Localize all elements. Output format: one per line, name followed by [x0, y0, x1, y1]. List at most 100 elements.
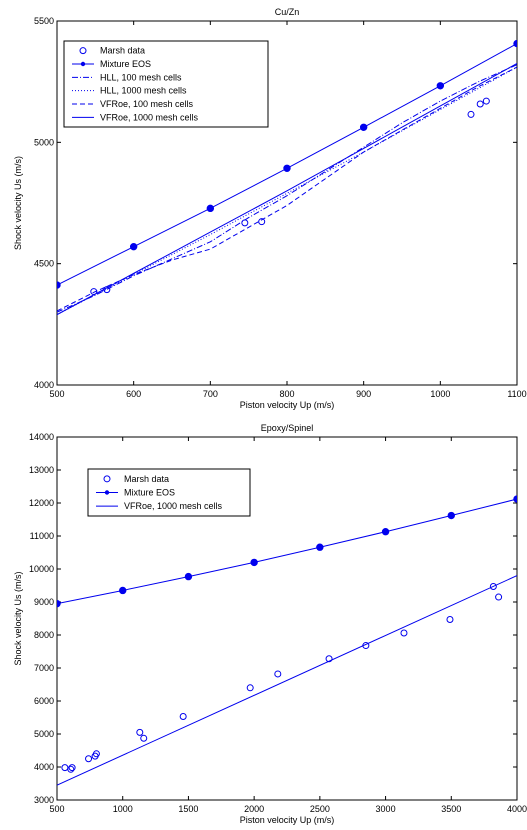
data-point	[206, 204, 215, 213]
y-tick-label: 11000	[30, 531, 54, 541]
series-line	[57, 64, 517, 313]
legend-label: VFRoe, 1000 mesh cells	[100, 112, 199, 122]
plot-area	[57, 495, 517, 786]
legend-item: HLL, 1000 mesh cells	[72, 86, 187, 96]
series-marsh-data	[61, 582, 503, 773]
series-vfroe-1000-mesh-cells	[57, 575, 517, 786]
x-tick-label: 4000	[507, 804, 527, 814]
data-point	[184, 572, 193, 581]
series-vfroe-100-mesh-cells	[57, 66, 517, 312]
data-point	[129, 242, 138, 251]
y-tick-label: 5000	[34, 137, 54, 147]
y-tick-label: 14000	[29, 432, 54, 442]
x-tick-label: 500	[49, 389, 64, 399]
y-tick-label: 4000	[34, 762, 54, 772]
y-tick-label: 10000	[29, 564, 54, 574]
legend-marker	[103, 475, 111, 483]
plot-area	[57, 39, 517, 316]
legend-label: Mixture EOS	[100, 59, 151, 69]
data-point	[68, 764, 76, 772]
legend-item: VFRoe, 100 mesh cells	[72, 99, 194, 109]
data-point	[446, 615, 454, 623]
x-tick-label: 3000	[376, 804, 396, 814]
x-tick-label: 800	[279, 389, 294, 399]
legend-item: Marsh data	[79, 46, 145, 56]
legend: Marsh data Mixture EOS HLL, 100 mesh cells…	[63, 40, 269, 128]
legend-item: VFRoe, 1000 mesh cells	[72, 112, 199, 122]
chart-title: Cu/Zn	[275, 7, 300, 17]
legend-label: HLL, 100 mesh cells	[100, 72, 182, 82]
x-tick-label: 900	[356, 389, 371, 399]
data-point	[489, 582, 497, 590]
legend-marker	[104, 490, 110, 495]
data-point	[92, 750, 100, 758]
y-tick-label: 12000	[29, 498, 54, 508]
data-point	[258, 218, 266, 226]
legend-item: VFRoe, 1000 mesh cells	[96, 501, 223, 511]
data-point	[467, 110, 475, 118]
data-point	[85, 755, 93, 763]
y-tick-label: 3000	[34, 795, 54, 805]
x-axis-label: Piston velocity Up (m/s)	[240, 815, 335, 825]
x-tick-label: 1500	[178, 804, 198, 814]
legend-marker	[80, 61, 86, 67]
data-point	[381, 528, 390, 536]
series-mixture-eos	[57, 39, 517, 289]
series-line	[57, 63, 517, 316]
x-tick-label: 3500	[441, 804, 461, 814]
data-point	[513, 39, 517, 48]
x-tick-label: 700	[203, 389, 218, 399]
data-point	[359, 123, 368, 131]
series-mixture-eos	[57, 495, 517, 608]
data-point	[495, 593, 503, 601]
legend-label: VFRoe, 100 mesh cells	[100, 99, 194, 109]
x-axis-label: Piston velocity Up (m/s)	[240, 400, 335, 410]
legend-item: Marsh data	[103, 474, 169, 484]
x-tick-label: 500	[49, 804, 64, 814]
data-point	[513, 495, 517, 503]
legend-item: Mixture EOS	[96, 488, 175, 498]
x-tick-label: 2500	[310, 804, 330, 814]
chart-2: Epoxy/Spinel 500 1000 1500 2000 2500 3000 3500 4…	[13, 423, 527, 825]
data-point	[246, 684, 254, 692]
y-tick-label: 5500	[34, 16, 54, 26]
x-tick-label: 1000	[113, 804, 133, 814]
legend-item: Mixture EOS	[72, 59, 151, 69]
data-point	[179, 713, 187, 721]
y-tick-label: 4000	[34, 380, 54, 390]
legend-label: VFRoe, 1000 mesh cells	[124, 501, 223, 511]
x-tick-label: 1100	[507, 389, 526, 399]
y-axis-label: Shock velocity Us (m/s)	[13, 571, 23, 665]
legend-item: HLL, 100 mesh cells	[72, 72, 182, 82]
series-marsh-data	[90, 97, 490, 296]
data-point	[400, 629, 408, 637]
legend-label: Marsh data	[124, 474, 169, 484]
series-hll-100-mesh-cells	[57, 64, 517, 313]
y-tick-label: 4500	[34, 259, 54, 269]
data-point	[61, 764, 69, 772]
data-point	[447, 511, 455, 520]
legend-marker	[79, 47, 87, 55]
y-tick-label: 13000	[29, 465, 54, 475]
series-line	[57, 575, 517, 786]
legend-box	[63, 40, 269, 128]
chart-title: Epoxy/Spinel	[261, 423, 314, 433]
legend-label: Marsh data	[100, 46, 145, 56]
data-point	[482, 97, 490, 105]
data-point	[67, 765, 75, 773]
y-axis-label: Shock velocity Us (m/s)	[13, 156, 23, 250]
legend-label: Mixture EOS	[124, 488, 175, 498]
data-point	[283, 164, 291, 172]
data-point	[57, 599, 61, 608]
data-point	[274, 670, 282, 678]
chart-1: Cu/Zn 500 600 700 800 900 1000 1100 4000 4500 5000…	[13, 7, 527, 410]
series-line	[57, 498, 517, 605]
y-tick-label: 8000	[34, 630, 54, 640]
data-point	[476, 100, 484, 108]
y-tick-label: 9000	[34, 597, 54, 607]
y-tick-label: 6000	[34, 696, 54, 706]
data-point	[140, 734, 148, 742]
data-point	[136, 728, 144, 736]
data-point	[241, 219, 249, 227]
legend-label: HLL, 1000 mesh cells	[100, 86, 187, 96]
